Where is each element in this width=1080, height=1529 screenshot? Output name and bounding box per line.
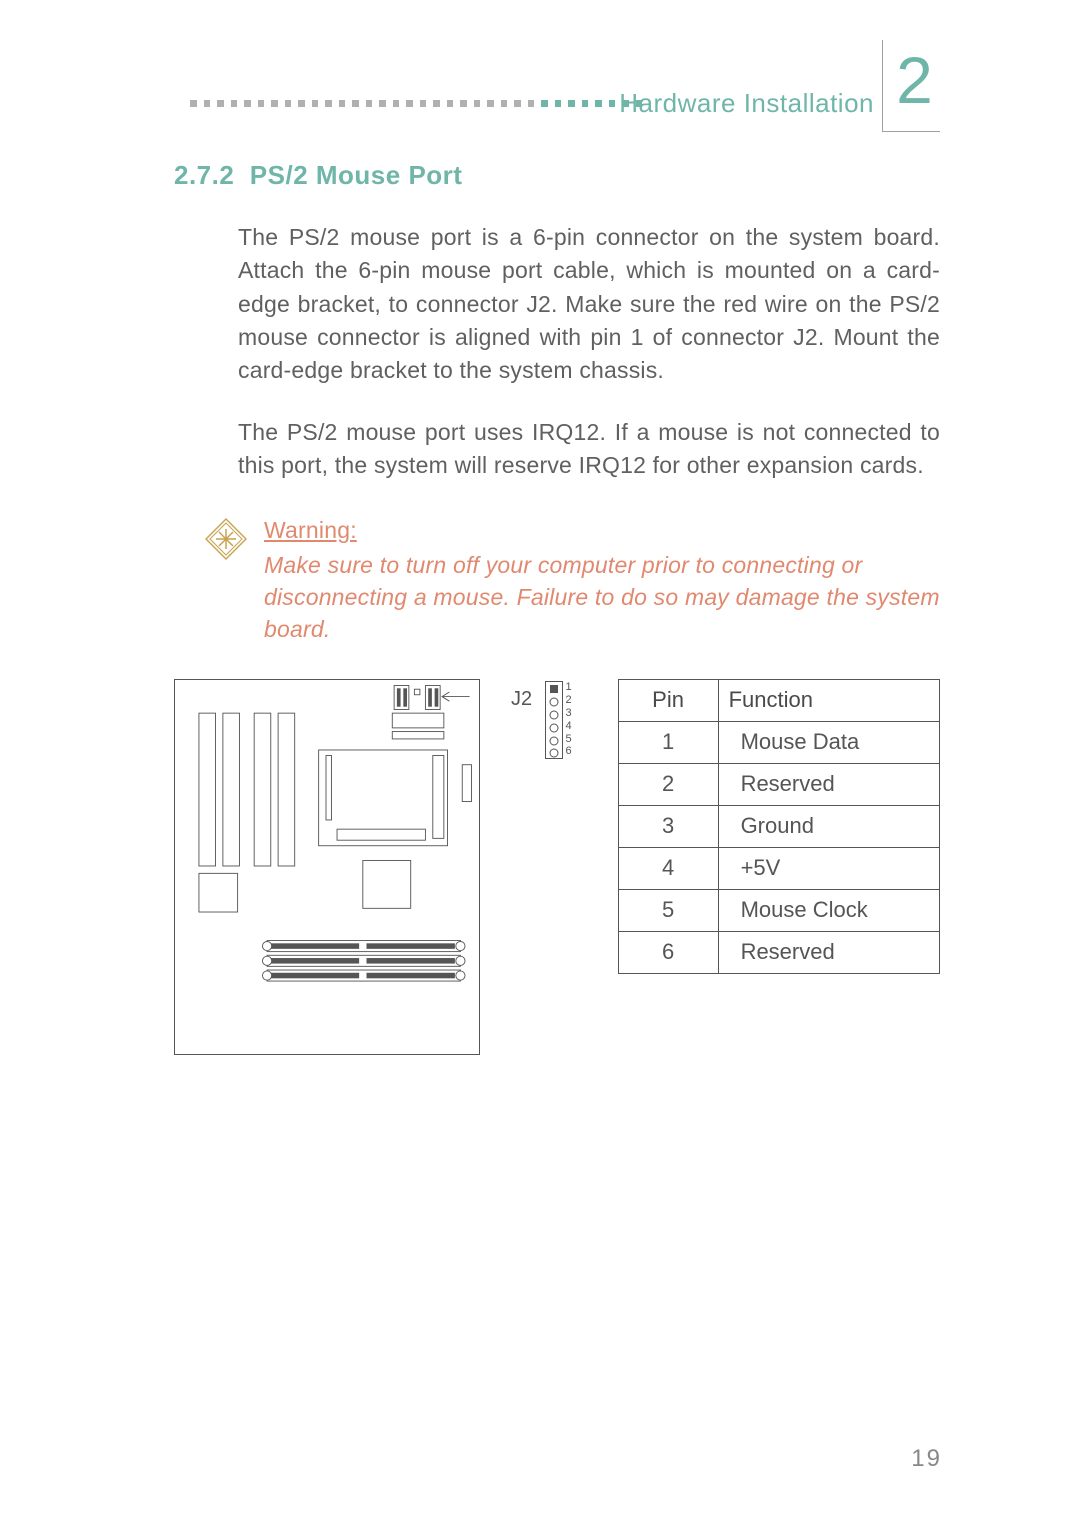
pin-num-1: 1 — [565, 682, 571, 693]
cell-function: Mouse Data — [718, 722, 939, 764]
pin-header-diagram: 1 2 3 4 5 6 — [545, 679, 569, 759]
figure-row: J2 1 2 3 4 5 6 — [174, 679, 940, 1055]
cell-pin: 5 — [618, 890, 718, 932]
section-number: 2.7.2 — [174, 160, 234, 190]
cell-pin: 2 — [618, 764, 718, 806]
table-row: 3Ground — [618, 806, 939, 848]
table-row: 6Reserved — [618, 932, 939, 974]
chapter-number-box: 2 — [882, 40, 940, 132]
paragraph-1: The PS/2 mouse port is a 6-pin connector… — [238, 221, 940, 388]
pin-num-2: 2 — [565, 695, 571, 706]
warning-body: Make sure to turn off your computer prio… — [264, 552, 940, 642]
warning-icon — [204, 514, 250, 566]
page-number: 19 — [911, 1445, 942, 1473]
header-dots — [190, 100, 642, 107]
cell-pin: 3 — [618, 806, 718, 848]
table-row: 4+5V — [618, 848, 939, 890]
section-name: PS/2 Mouse Port — [250, 160, 463, 190]
pin-num-3: 3 — [565, 708, 571, 719]
cell-function: Ground — [718, 806, 939, 848]
content-area: 2.7.2 PS/2 Mouse Port The PS/2 mouse por… — [140, 160, 940, 1055]
chapter-number: 2 — [889, 40, 940, 120]
paragraph-2: The PS/2 mouse port uses IRQ12. If a mou… — [238, 416, 940, 483]
warning-text: Warning: Make sure to turn off your comp… — [264, 514, 940, 645]
cell-function: +5V — [718, 848, 939, 890]
warning-heading: Warning: — [264, 514, 357, 546]
cell-function: Mouse Clock — [718, 890, 939, 932]
table-row: 1Mouse Data — [618, 722, 939, 764]
col-header-pin: Pin — [618, 680, 718, 722]
motherboard-diagram: J2 — [174, 679, 480, 1055]
warning-block: Warning: Make sure to turn off your comp… — [204, 514, 940, 645]
pin-function-table: Pin Function 1Mouse Data 2Reserved 3Grou… — [618, 679, 940, 974]
pin-num-4: 4 — [565, 721, 571, 732]
pin-num-5: 5 — [565, 734, 571, 745]
cell-pin: 1 — [618, 722, 718, 764]
pin-num-6: 6 — [565, 746, 571, 757]
cell-function: Reserved — [718, 764, 939, 806]
table-header-row: Pin Function — [618, 680, 939, 722]
table-row: 5Mouse Clock — [618, 890, 939, 932]
table-row: 2Reserved — [618, 764, 939, 806]
connector-label-j2: J2 — [511, 688, 532, 711]
col-header-function: Function — [718, 680, 939, 722]
header-title: Hardware Installation — [619, 88, 874, 119]
page: Hardware Installation 2 2.7.2 PS/2 Mouse… — [0, 0, 1080, 1529]
cell-function: Reserved — [718, 932, 939, 974]
cell-pin: 6 — [618, 932, 718, 974]
section-title: 2.7.2 PS/2 Mouse Port — [174, 160, 940, 191]
cell-pin: 4 — [618, 848, 718, 890]
